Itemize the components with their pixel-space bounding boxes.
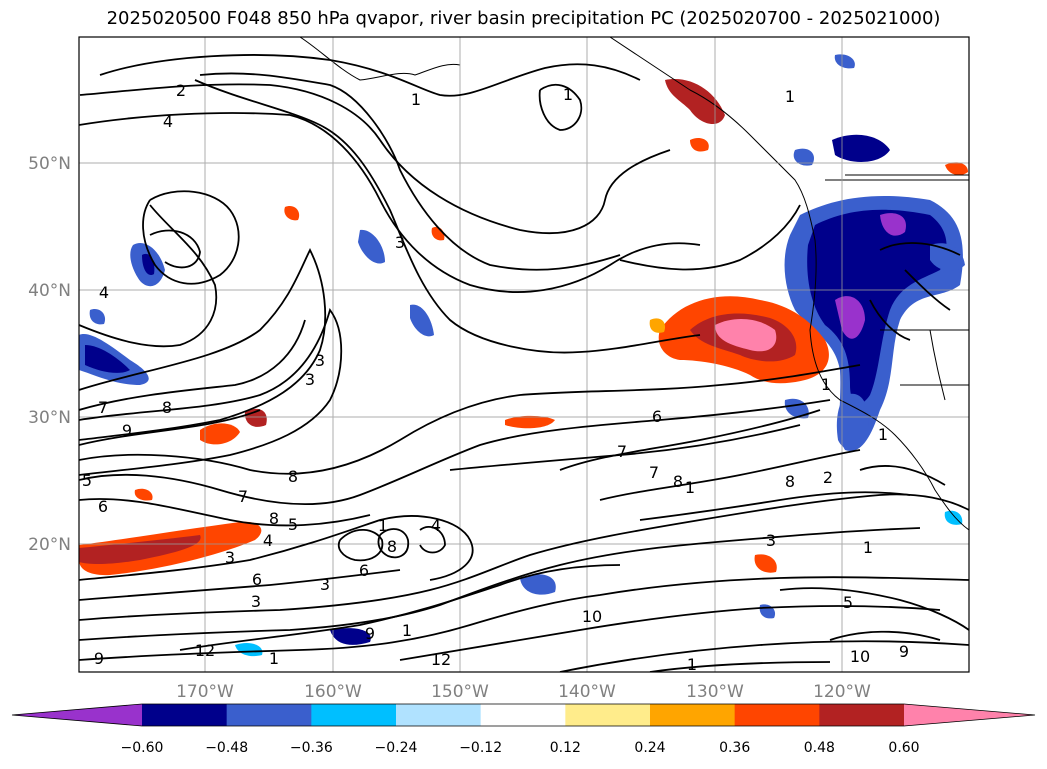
- lon-tick-label: 130°W: [686, 682, 744, 702]
- contour-label: 3: [251, 592, 261, 611]
- contour-label: 9: [122, 421, 132, 440]
- contour-label: 4: [431, 516, 441, 535]
- lon-tick-label: 120°W: [813, 682, 871, 702]
- colorbar-tick-label: −0.36: [290, 740, 333, 756]
- contour-label: 8: [288, 467, 298, 486]
- contour-label: 8: [162, 398, 172, 417]
- contour-label: 3: [315, 351, 325, 370]
- map-frame: [78, 36, 970, 673]
- contour-label: 2: [176, 81, 186, 100]
- contour-label: 5: [843, 593, 853, 612]
- colorbar-tick-label: 0.48: [804, 740, 835, 756]
- contour-label: 7: [98, 398, 108, 417]
- colorbar-tick-label: 0.24: [634, 740, 665, 756]
- colorbar-segment: [480, 704, 566, 726]
- contour-label: 4: [163, 112, 173, 131]
- colorbar-tick-label: −0.48: [205, 740, 248, 756]
- colorbar: [11, 703, 1036, 727]
- contour-label: 2: [823, 468, 833, 487]
- contour-label: 7: [238, 487, 248, 506]
- lat-tick-label: 20°N: [28, 535, 71, 555]
- lat-axis: 50°N 40°N 30°N 20°N: [28, 154, 71, 555]
- lat-tick-label: 50°N: [28, 154, 71, 174]
- contour-label: 1: [785, 87, 795, 106]
- coastline-layer: [299, 37, 969, 531]
- contour-label: 9: [94, 649, 104, 668]
- contour-label: 6: [98, 497, 108, 516]
- colorbar-tick-label: 0.60: [888, 740, 919, 756]
- lon-tick-label: 160°W: [304, 682, 362, 702]
- contour-label: 3: [225, 548, 235, 567]
- colorbar-segment: [565, 704, 651, 726]
- contour-label: 9: [365, 624, 375, 643]
- contour-label: 3: [766, 531, 776, 550]
- colorbar-extend-high: [904, 704, 1035, 726]
- contour-label: 8: [785, 472, 795, 491]
- contour-label: 5: [82, 471, 92, 490]
- contour-label: 6: [252, 570, 262, 589]
- contour-label: 3: [320, 575, 330, 594]
- colorbar-segment: [819, 704, 905, 726]
- lat-tick-label: 40°N: [28, 281, 71, 301]
- lon-tick-label: 150°W: [431, 682, 489, 702]
- qvapor-contours: [79, 54, 969, 672]
- contour-label: 10: [850, 647, 870, 666]
- contour-label: 1: [563, 85, 573, 104]
- contour-label: 3: [305, 370, 315, 389]
- contour-label: 4: [263, 531, 273, 550]
- contour-label: 1: [687, 655, 697, 674]
- contour-label: 1: [878, 425, 888, 444]
- contour-label: 6: [359, 561, 369, 580]
- contour-label: 7: [617, 442, 627, 461]
- colorbar-segment: [734, 704, 820, 726]
- contour-label: 3: [395, 233, 405, 252]
- colorbar-tick-label: 0.12: [550, 740, 581, 756]
- colorbar-tick-label: −0.12: [459, 740, 502, 756]
- colorbar-segment: [142, 704, 228, 726]
- colorbar-segment: [650, 704, 736, 726]
- contour-label: 12: [431, 650, 451, 669]
- contour-label: 1: [269, 649, 279, 668]
- colorbar-tick-label: 0.36: [719, 740, 750, 756]
- colorbar-segment: [226, 704, 312, 726]
- colorbar-extend-low: [12, 704, 142, 726]
- contour-label: 12: [195, 641, 215, 660]
- contour-label: 1: [402, 621, 412, 640]
- contour-label: 9: [899, 642, 909, 661]
- map-plot-area: 1 2 4 1 1 3 3 4 3 6 7 8 9 5 8 7 8 6 4 3 …: [79, 37, 969, 674]
- lon-tick-label: 140°W: [558, 682, 616, 702]
- contour-label: 8: [387, 537, 397, 556]
- colorbar-segment: [311, 704, 397, 726]
- colorbar-outline: [11, 703, 1036, 727]
- colorbar-labels: −0.60 −0.48 −0.36 −0.24 −0.12 0.12 0.24 0.36 0.4…: [121, 740, 920, 756]
- contour-label: 8: [269, 509, 279, 528]
- contour-labels: 1 2 4 1 1 3 3 4 3 6 7 8 9 5 8 7 8 6 4 3 …: [82, 81, 909, 674]
- contour-label: 5: [288, 515, 298, 534]
- colorbar-tick-label: −0.60: [121, 740, 164, 756]
- contour-label: 1: [821, 375, 831, 394]
- contour-label: 7: [649, 463, 659, 482]
- lon-tick-label: 170°W: [176, 682, 234, 702]
- contour-label: 1: [411, 90, 421, 109]
- lon-axis: 170°W 160°W 150°W 140°W 130°W 120°W: [176, 682, 871, 702]
- contour-label: 1: [863, 538, 873, 557]
- contour-label: 8: [673, 472, 683, 491]
- contour-label: 4: [99, 283, 109, 302]
- chart-title: 2025020500 F048 850 hPa qvapor, river ba…: [106, 8, 941, 29]
- contour-label: 1: [378, 516, 388, 535]
- contour-label: 6: [652, 407, 662, 426]
- lat-tick-label: 30°N: [28, 408, 71, 428]
- colorbar-tick-label: −0.24: [375, 740, 418, 756]
- colorbar-segment: [396, 704, 482, 726]
- contour-label: 1: [685, 478, 695, 497]
- contour-label: 10: [582, 607, 602, 626]
